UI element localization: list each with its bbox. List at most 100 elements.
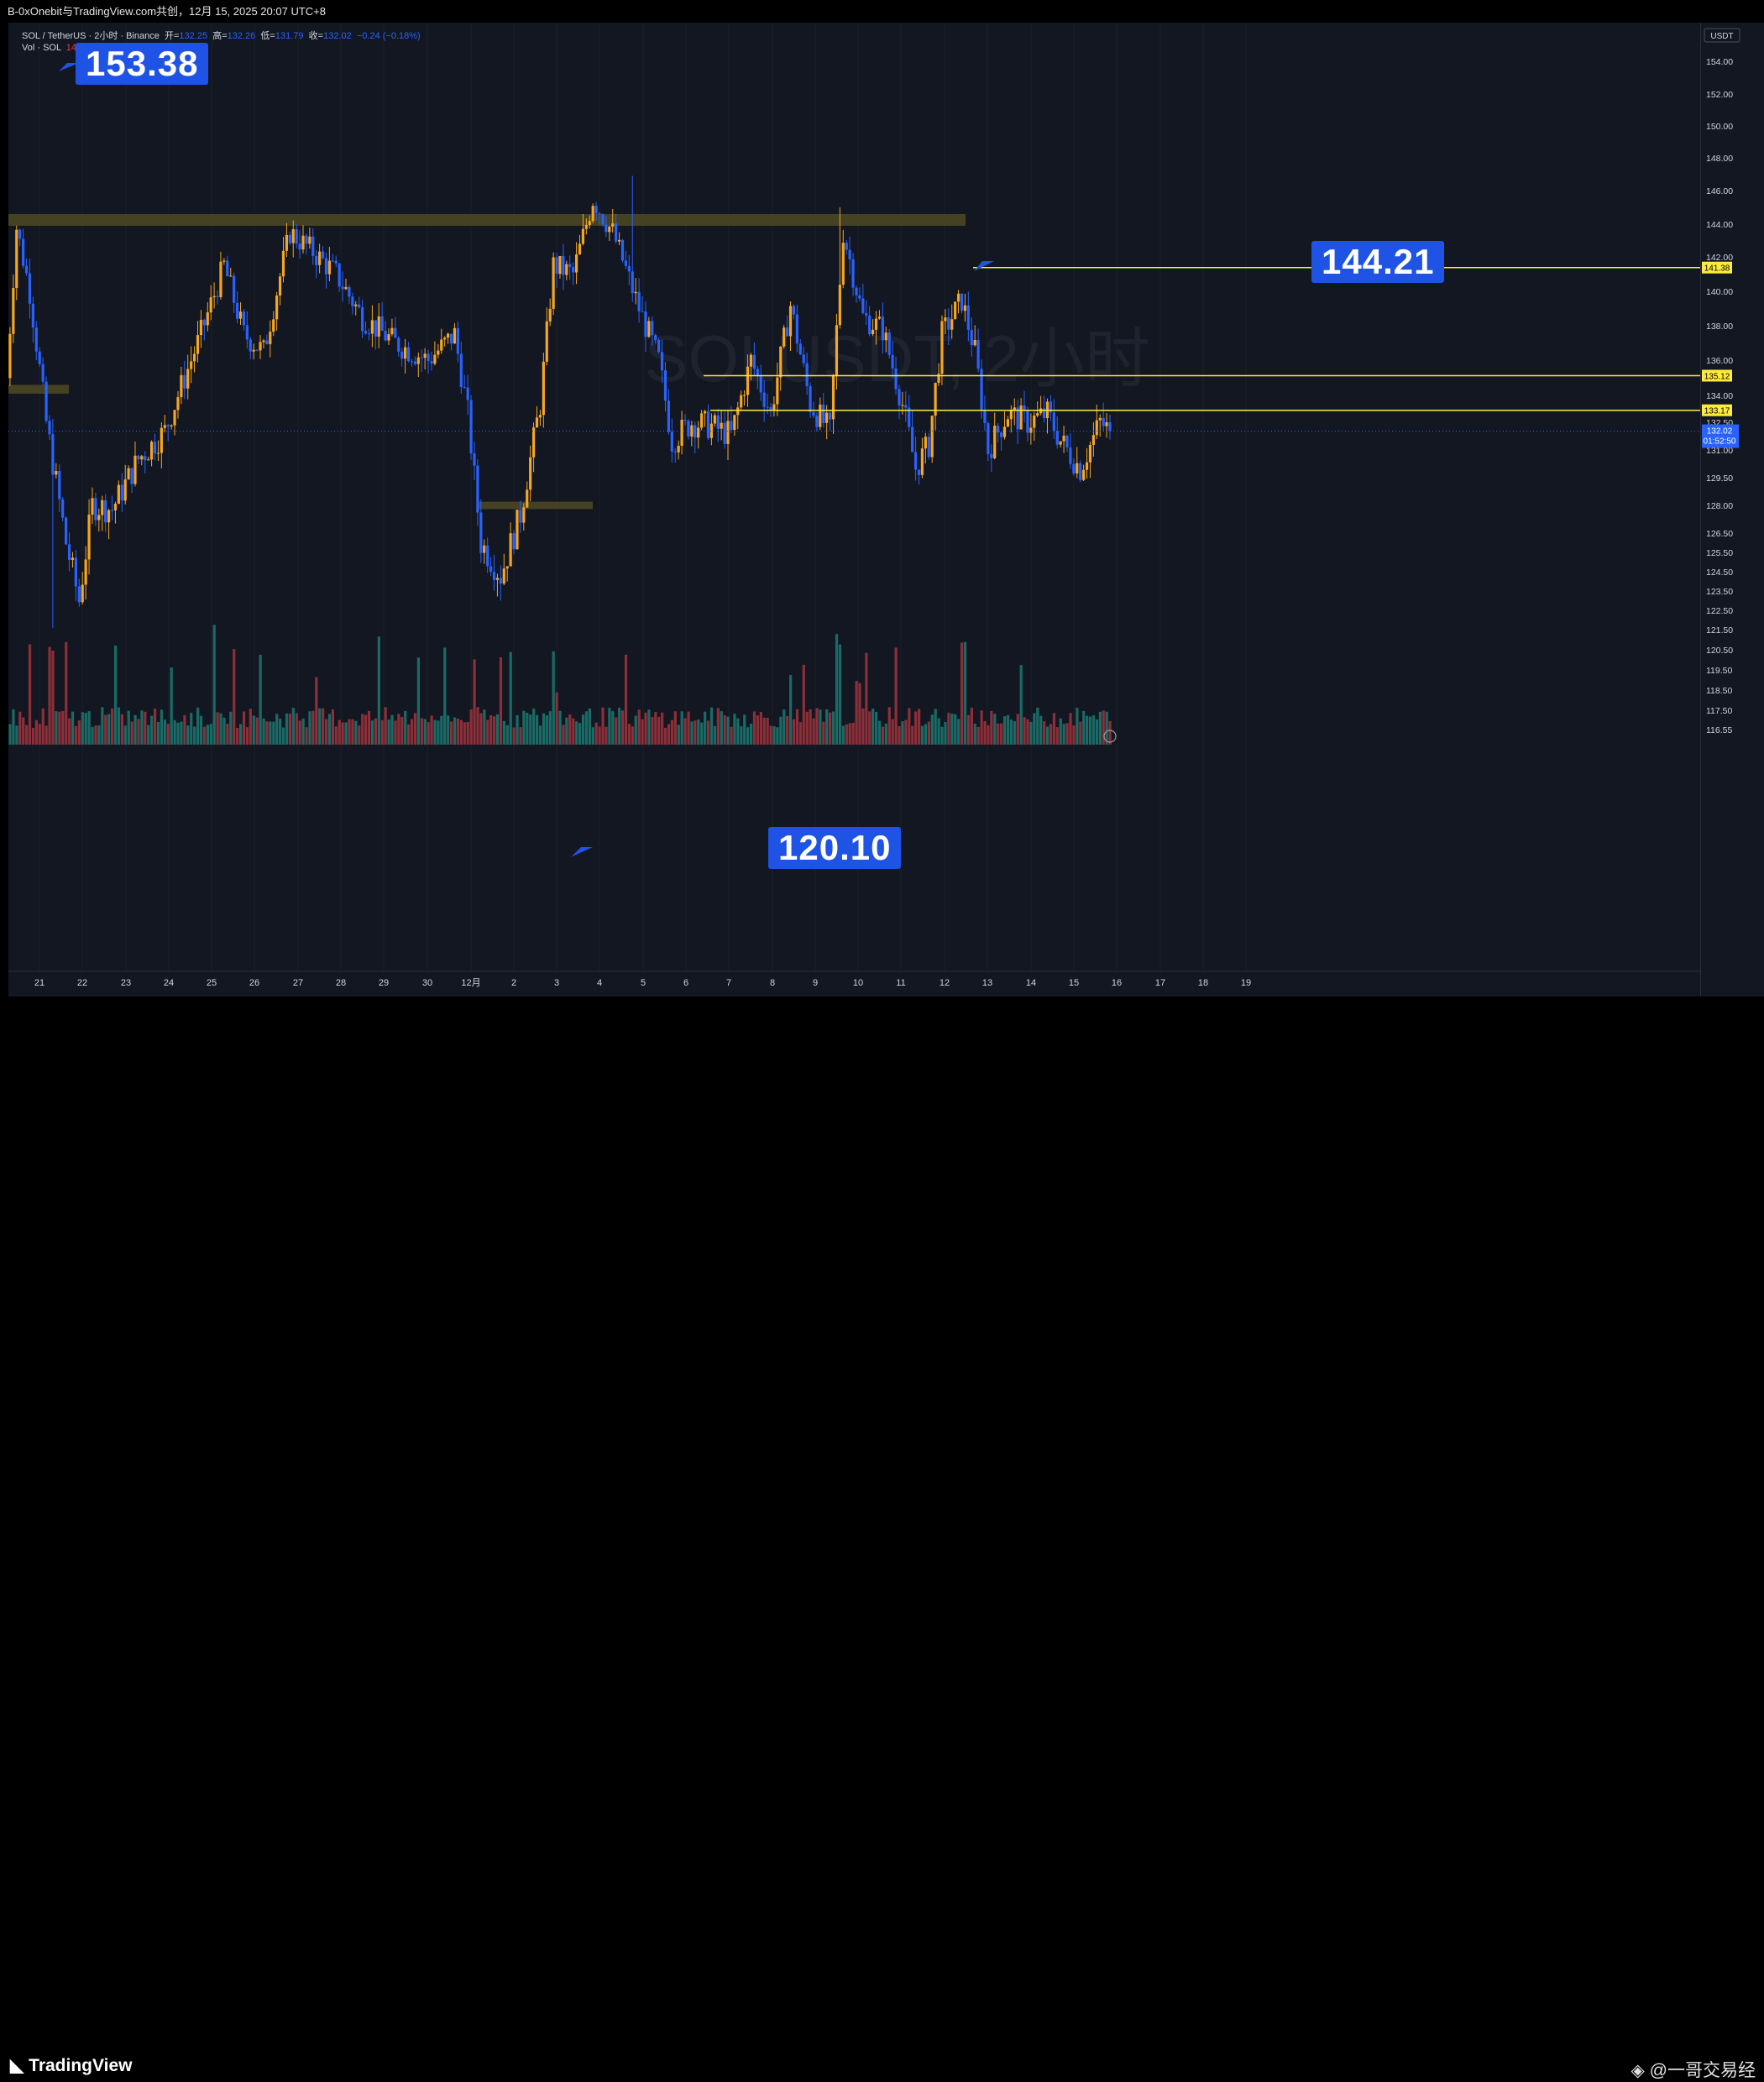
- candle-body[interactable]: [94, 498, 97, 520]
- candle-body[interactable]: [24, 265, 29, 274]
- candle-body[interactable]: [479, 512, 483, 553]
- chart-area[interactable]: SOLUSDT, 2小时 21 22 23 24 25 26 27 28 29 30 12月 2 3 4 5 6…: [8, 23, 1700, 997]
- candle-body[interactable]: [31, 303, 34, 328]
- candle-body[interactable]: [749, 354, 753, 367]
- candle-body[interactable]: [91, 498, 94, 515]
- candle-body[interactable]: [338, 263, 341, 287]
- candle-body[interactable]: [716, 415, 720, 429]
- candle-body[interactable]: [505, 566, 509, 569]
- candle-body[interactable]: [584, 224, 588, 229]
- candle-body[interactable]: [851, 259, 855, 288]
- price-zone[interactable]: [8, 214, 966, 226]
- candle-body[interactable]: [786, 327, 789, 337]
- candle-body[interactable]: [694, 425, 697, 438]
- candle-body[interactable]: [245, 325, 249, 340]
- candle-body[interactable]: [529, 457, 532, 490]
- candle-body[interactable]: [249, 339, 252, 352]
- candle-body[interactable]: [667, 400, 670, 432]
- candle-body[interactable]: [301, 235, 305, 250]
- candle-body[interactable]: [1033, 416, 1036, 428]
- candle-body[interactable]: [84, 559, 87, 585]
- candle-body[interactable]: [990, 453, 993, 458]
- candle-body[interactable]: [769, 406, 772, 411]
- candle-body[interactable]: [723, 422, 726, 444]
- candle-body[interactable]: [538, 415, 542, 418]
- candle-body[interactable]: [222, 260, 226, 262]
- candle-body[interactable]: [828, 412, 832, 420]
- candle-body[interactable]: [456, 327, 459, 354]
- candle-body[interactable]: [611, 223, 615, 227]
- candle-body[interactable]: [209, 297, 212, 313]
- candle-body[interactable]: [877, 316, 882, 319]
- candle-body[interactable]: [976, 339, 980, 369]
- candle-body[interactable]: [647, 321, 651, 337]
- candle-body[interactable]: [361, 307, 364, 332]
- candle-body[interactable]: [252, 349, 255, 352]
- candle-body[interactable]: [934, 383, 937, 416]
- candle-body[interactable]: [166, 425, 170, 426]
- candle-body[interactable]: [1082, 469, 1086, 480]
- candle-body[interactable]: [51, 434, 55, 475]
- candle-body[interactable]: [865, 313, 868, 316]
- candle-body[interactable]: [660, 352, 664, 371]
- candle-body[interactable]: [677, 446, 680, 452]
- candle-body[interactable]: [212, 296, 216, 298]
- candle-body[interactable]: [41, 364, 44, 382]
- candle-body[interactable]: [788, 306, 793, 337]
- candle-body[interactable]: [819, 404, 822, 427]
- candle-body[interactable]: [772, 404, 776, 411]
- candle-body[interactable]: [153, 442, 157, 454]
- candle-body[interactable]: [331, 260, 334, 262]
- candle-body[interactable]: [190, 361, 193, 369]
- candle-body[interactable]: [469, 400, 473, 454]
- candle-body[interactable]: [238, 311, 243, 319]
- candle-body[interactable]: [831, 374, 835, 420]
- candle-body[interactable]: [798, 343, 802, 355]
- candle-body[interactable]: [1055, 431, 1059, 445]
- candle-body[interactable]: [858, 295, 861, 299]
- candle-body[interactable]: [601, 214, 605, 225]
- candle-body[interactable]: [663, 370, 667, 401]
- candle-body[interactable]: [1023, 405, 1026, 411]
- candle-body[interactable]: [987, 423, 990, 454]
- candle-body[interactable]: [963, 305, 967, 311]
- candle-body[interactable]: [1095, 420, 1098, 436]
- candle-body[interactable]: [535, 417, 539, 428]
- candle-body[interactable]: [1091, 435, 1095, 445]
- candle-body[interactable]: [512, 533, 516, 550]
- candle-body[interactable]: [466, 387, 469, 400]
- candle-body[interactable]: [499, 578, 502, 584]
- candle-body[interactable]: [956, 293, 961, 302]
- candle-body[interactable]: [594, 206, 598, 214]
- candle-body[interactable]: [1002, 426, 1007, 437]
- candle-body[interactable]: [324, 258, 328, 275]
- candle-body[interactable]: [278, 276, 282, 296]
- candle-body[interactable]: [924, 437, 927, 449]
- candle-body[interactable]: [726, 421, 730, 444]
- candle-body[interactable]: [588, 221, 591, 225]
- candle-body[interactable]: [700, 413, 704, 428]
- candle-body[interactable]: [291, 229, 295, 243]
- candle-body[interactable]: [654, 335, 657, 341]
- candle-body[interactable]: [28, 273, 32, 304]
- candle-body[interactable]: [354, 304, 358, 306]
- candle-body[interactable]: [344, 286, 348, 290]
- candle-body[interactable]: [113, 504, 118, 510]
- candle-body[interactable]: [1098, 417, 1102, 421]
- candle-body[interactable]: [917, 469, 921, 475]
- candle-body[interactable]: [568, 264, 572, 268]
- candle-body[interactable]: [130, 468, 133, 484]
- candle-body[interactable]: [927, 437, 930, 458]
- candle-body[interactable]: [605, 224, 608, 233]
- price-zone[interactable]: [8, 384, 69, 394]
- candle-body[interactable]: [476, 465, 479, 513]
- candle-body[interactable]: [913, 452, 918, 470]
- candle-body[interactable]: [1013, 407, 1016, 411]
- price-zone[interactable]: [479, 501, 593, 510]
- candle-body[interactable]: [954, 301, 957, 320]
- candle-body[interactable]: [38, 351, 41, 364]
- candle-body[interactable]: [845, 243, 848, 250]
- candle-body[interactable]: [321, 251, 325, 259]
- candle-body[interactable]: [558, 255, 562, 275]
